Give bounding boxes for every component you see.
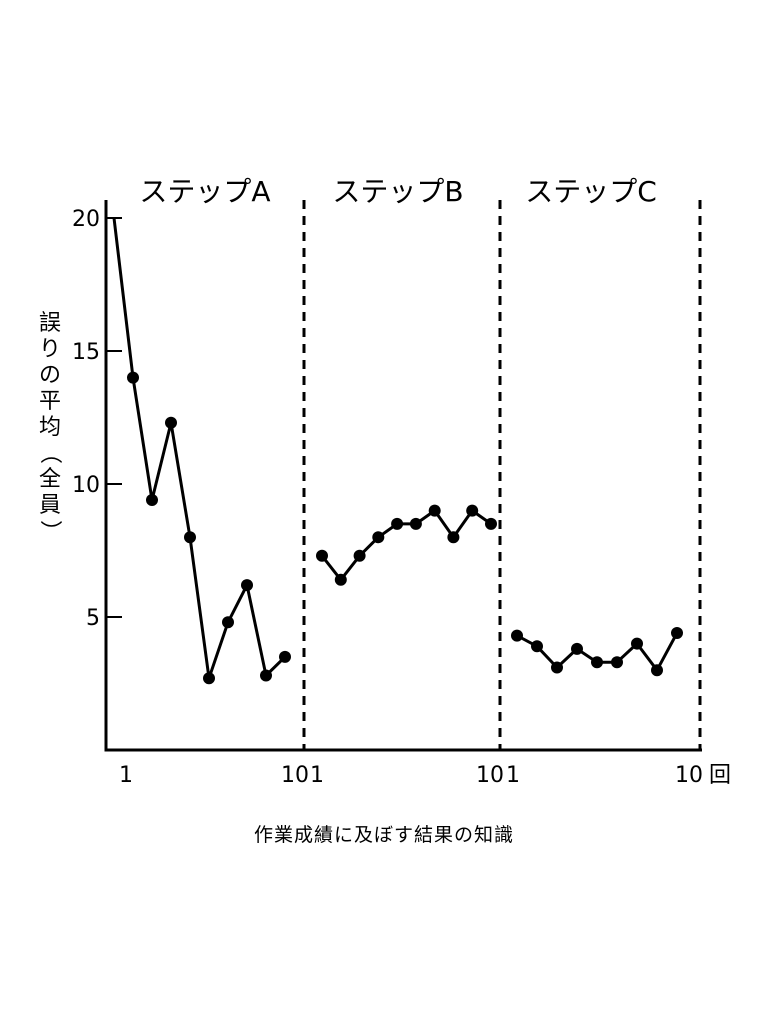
panel-title-a: ステップA bbox=[139, 175, 270, 208]
y-axis-label-char: ） bbox=[37, 520, 62, 542]
data-point-panel-2-10 bbox=[485, 517, 497, 530]
y-tick-label-20: 20 bbox=[72, 207, 100, 232]
x-tick-label-b-end: 10 bbox=[476, 763, 504, 788]
data-point-panel-2-7 bbox=[428, 504, 441, 517]
y-axis-label-char: 均 bbox=[39, 415, 61, 440]
data-point-panel-2-4 bbox=[372, 531, 385, 544]
data-point-panel-1-4 bbox=[165, 416, 177, 429]
data-marks bbox=[112, 217, 683, 685]
data-point-panel-2-6 bbox=[409, 517, 422, 530]
data-point-panel-3-1 bbox=[511, 629, 523, 642]
data-point-panel-1-2 bbox=[127, 371, 139, 384]
data-point-panel-3-4 bbox=[571, 642, 583, 655]
x-tick-label-c-end: 10 bbox=[675, 763, 703, 788]
data-point-panel-2-3 bbox=[353, 549, 366, 562]
data-point-panel-3-9 bbox=[671, 627, 683, 639]
data-point-panel-3-5 bbox=[591, 656, 603, 669]
x-tick-label-a-start: 1 bbox=[119, 763, 133, 788]
x-tick-label-b-start: 1 bbox=[310, 763, 324, 788]
data-point-panel-3-2 bbox=[531, 640, 543, 653]
data-point-panel-1-10 bbox=[279, 650, 291, 663]
y-tick-labels: 20 15 10 5 bbox=[72, 207, 100, 631]
x-unit-label: 回 bbox=[709, 763, 731, 788]
y-axis-label-char: の bbox=[39, 363, 61, 388]
axes bbox=[104, 200, 702, 752]
panel-title-c: ステップC bbox=[525, 175, 657, 208]
y-axis-label-char: り bbox=[39, 337, 61, 362]
y-axis-label-char: 誤 bbox=[39, 311, 61, 336]
figure-caption: 作業成績に及ぼす結果の知識 bbox=[253, 824, 514, 846]
data-point-panel-1-3 bbox=[146, 494, 158, 506]
y-axis-label-char: 平 bbox=[39, 389, 61, 414]
x-tick-label-a-end: 10 bbox=[281, 763, 309, 788]
y-axis-label-char: （ bbox=[37, 442, 62, 464]
data-point-panel-2-8 bbox=[447, 531, 460, 544]
data-point-panel-2-9 bbox=[466, 504, 479, 517]
data-point-panel-2-5 bbox=[391, 517, 404, 530]
data-point-panel-1-7 bbox=[222, 616, 234, 629]
series-line-panel-2 bbox=[320, 509, 492, 582]
data-point-panel-1-6 bbox=[203, 672, 215, 685]
y-tick-label-10: 10 bbox=[72, 473, 100, 498]
data-point-panel-1-8 bbox=[241, 579, 253, 592]
y-tick-label-5: 5 bbox=[86, 606, 100, 631]
data-point-panel-3-8 bbox=[651, 664, 663, 677]
data-point-panel-3-6 bbox=[611, 656, 623, 669]
x-tick-labels: 1 10 1 10 1 10 回 bbox=[119, 763, 731, 788]
data-point-panel-3-3 bbox=[551, 661, 563, 674]
x-tick-label-c-start: 1 bbox=[506, 763, 520, 788]
panel-titles: ステップA ステップB ステップC bbox=[139, 175, 656, 208]
y-axis-label-char: 全 bbox=[39, 467, 61, 492]
data-point-panel-3-7 bbox=[631, 637, 643, 650]
y-tick-label-15: 15 bbox=[72, 340, 100, 365]
data-point-panel-1-5 bbox=[184, 531, 196, 544]
panel-title-b: ステップB bbox=[332, 175, 463, 208]
data-point-panel-1-9 bbox=[260, 669, 272, 682]
data-point-panel-2-2 bbox=[334, 573, 347, 586]
y-axis-label-char: 員 bbox=[39, 493, 61, 518]
data-point-panel-2-1 bbox=[316, 549, 328, 562]
series-line-panel-1 bbox=[112, 217, 287, 680]
